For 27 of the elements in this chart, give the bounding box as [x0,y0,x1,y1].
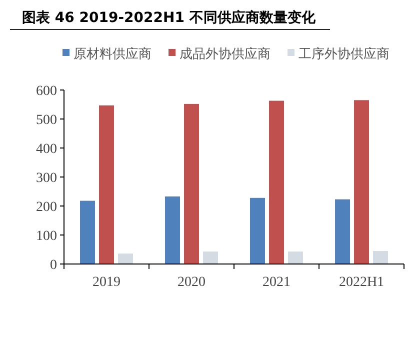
x-tick-label: 2021 [262,275,290,290]
y-tick-label: 400 [36,142,57,157]
bar [250,198,265,264]
y-tick-label: 0 [50,258,57,273]
y-tick-label: 100 [36,229,57,244]
bar [165,196,180,264]
y-tick-label: 500 [36,113,57,128]
x-tick-label: 2022H1 [338,275,384,290]
x-tick-label: 2019 [92,275,120,290]
chart-title: 图表 46 2019-2022H1 不同供应商数量变化 [22,9,316,26]
bar [80,200,95,264]
y-tick-label: 600 [36,84,57,99]
bar [373,250,388,264]
bar [335,199,350,264]
bar [269,100,284,264]
bar [354,100,369,264]
bar [203,252,218,264]
bar [288,252,303,264]
bar [118,254,133,264]
legend-label: 原材料供应商 [74,46,152,62]
bar [99,105,114,264]
x-tick-label: 2020 [178,275,206,290]
legend-label: 成品外协供应商 [180,46,270,62]
bar [184,104,199,264]
y-tick-label: 300 [36,171,57,186]
y-tick-label: 200 [36,200,57,215]
legend-label: 工序外协供应商 [298,46,390,62]
